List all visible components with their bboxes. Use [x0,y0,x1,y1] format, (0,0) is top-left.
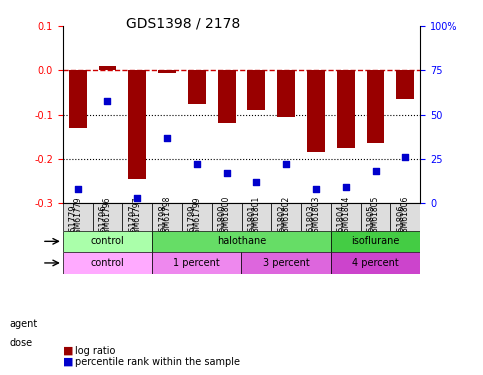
FancyBboxPatch shape [331,203,361,231]
Text: GSM61797: GSM61797 [133,196,142,237]
Bar [128,70,146,179]
Text: isoflurane: isoflurane [351,236,400,246]
Text: ■: ■ [63,346,73,355]
Text: 4 percent: 4 percent [352,258,399,268]
FancyBboxPatch shape [152,203,182,231]
Text: GSM61801: GSM61801 [252,196,261,237]
FancyBboxPatch shape [271,203,301,231]
Text: ■: ■ [63,357,73,367]
Bar [397,70,414,99]
FancyBboxPatch shape [361,203,390,231]
Text: dose: dose [10,338,33,348]
Point [253,179,260,185]
Text: GSM61801: GSM61801 [247,204,256,250]
Bar [242,252,331,274]
Bar [218,70,236,123]
Point [74,186,82,192]
Text: GSM61804: GSM61804 [337,204,346,250]
Text: GSM61805: GSM61805 [367,204,376,250]
FancyBboxPatch shape [63,203,93,231]
Text: percentile rank within the sample: percentile rank within the sample [75,357,240,367]
Text: halothane: halothane [217,236,266,246]
Point [312,186,320,192]
Text: GSM61796: GSM61796 [99,204,108,250]
FancyBboxPatch shape [182,203,212,231]
Bar [152,231,331,252]
FancyBboxPatch shape [242,203,271,231]
Bar [188,70,206,104]
Text: GSM61799: GSM61799 [188,204,197,250]
Bar [331,231,420,252]
Bar [247,70,265,110]
Bar [337,70,355,148]
Text: GSM61804: GSM61804 [341,196,350,237]
Text: GSM61800: GSM61800 [222,196,231,237]
Point [193,161,201,167]
Bar [307,70,325,152]
Bar [69,70,86,128]
Text: GSM61803: GSM61803 [312,196,320,237]
Text: log ratio: log ratio [75,346,115,355]
Text: GSM61800: GSM61800 [218,204,227,250]
Text: GSM61802: GSM61802 [282,196,291,237]
FancyBboxPatch shape [93,203,122,231]
Text: GSM61779: GSM61779 [73,196,82,237]
Text: GSM61802: GSM61802 [277,204,286,250]
Bar [63,231,152,252]
Point [133,195,141,201]
Text: GSM61779: GSM61779 [69,204,78,250]
Point [372,168,380,174]
Bar [158,70,176,73]
FancyBboxPatch shape [301,203,331,231]
Text: GSM61798: GSM61798 [158,204,167,250]
Text: GSM61798: GSM61798 [163,196,171,237]
Text: agent: agent [10,320,38,329]
Text: GSM61796: GSM61796 [103,196,112,237]
Text: GSM61805: GSM61805 [371,196,380,237]
Text: GSM61803: GSM61803 [307,204,316,250]
Bar [277,70,295,117]
Text: control: control [91,236,124,246]
Bar [331,252,420,274]
FancyBboxPatch shape [212,203,242,231]
Text: GDS1398 / 2178: GDS1398 / 2178 [127,17,241,31]
Point [163,135,171,141]
Point [401,154,409,160]
Text: 3 percent: 3 percent [263,258,310,268]
Text: GSM61806: GSM61806 [397,204,405,250]
Text: GSM61806: GSM61806 [401,196,410,237]
Point [282,161,290,167]
FancyBboxPatch shape [122,203,152,231]
Point [104,98,112,104]
FancyBboxPatch shape [390,203,420,231]
Text: 1 percent: 1 percent [173,258,220,268]
Text: GSM61799: GSM61799 [192,196,201,237]
Text: GSM61797: GSM61797 [128,204,137,250]
Point [223,170,230,176]
Bar [99,66,116,70]
Text: control: control [91,258,124,268]
Bar [152,252,242,274]
Bar [63,252,152,274]
Bar [367,70,384,143]
Point [342,184,350,190]
